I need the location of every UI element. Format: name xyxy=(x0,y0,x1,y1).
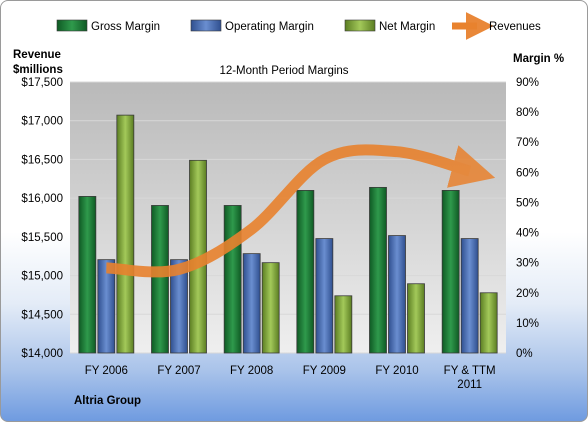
category-label-line: 2011 xyxy=(457,379,482,391)
right-tick-label: 90% xyxy=(516,77,539,89)
category-label-line: FY & TTM xyxy=(444,365,496,377)
gross-margin-bar xyxy=(296,189,315,354)
operating-margin-bar xyxy=(388,235,406,354)
left-tick-label: $14,500 xyxy=(21,309,63,321)
left-tick-label: $16,000 xyxy=(21,193,63,205)
gross-margin-bar xyxy=(151,205,169,354)
right-axis-title: Margin % xyxy=(513,53,564,65)
category-label: FY 2007 xyxy=(157,365,200,377)
legend-operating-margin-label: Operating Margin xyxy=(225,21,314,33)
gross-margin-bar xyxy=(223,205,242,354)
legend-gross-margin-label: Gross Margin xyxy=(91,21,160,33)
operating-margin-bar xyxy=(315,238,334,354)
left-axis-title-line1: Revenue xyxy=(13,49,61,61)
right-tick-label: 30% xyxy=(516,258,539,270)
right-tick-label: 10% xyxy=(516,318,539,330)
operating-margin-bar xyxy=(170,259,188,354)
gross-margin-bar xyxy=(441,189,460,354)
operating-margin-bar xyxy=(460,238,479,354)
right-tick-label: 80% xyxy=(516,107,539,119)
gross-margin-bar xyxy=(369,186,387,354)
legend-net-margin-swatch xyxy=(344,19,376,32)
left-tick-label: $17,000 xyxy=(21,116,63,128)
plot-area xyxy=(70,82,506,353)
left-tick-label: $14,000 xyxy=(21,348,63,360)
category-label: FY 2010 xyxy=(375,365,418,377)
operating-margin-bar xyxy=(97,259,116,354)
net-margin-bar xyxy=(479,292,498,354)
category-label: FY & TTM 2011 xyxy=(444,365,496,391)
chart-title: 12-Month Period Margins xyxy=(219,65,348,77)
category-label: FY 2006 xyxy=(85,365,128,377)
right-tick-label: 70% xyxy=(516,137,539,149)
legend-revenues-label: Revenues xyxy=(489,21,541,33)
company-label: Altria Group xyxy=(74,395,141,407)
legend-net-margin-label: Net Margin xyxy=(379,21,435,33)
left-axis-title-line2: $millions xyxy=(13,64,63,76)
left-tick-label: $17,500 xyxy=(21,77,63,89)
operating-margin-bar xyxy=(242,253,261,354)
gross-margin-bar xyxy=(78,196,97,354)
right-tick-label: 0% xyxy=(516,348,533,360)
right-tick-label: 20% xyxy=(516,288,539,300)
left-tick-label: $16,500 xyxy=(21,154,63,166)
net-margin-bar xyxy=(334,295,353,354)
left-tick-label: $15,000 xyxy=(21,271,63,283)
net-margin-bar xyxy=(407,283,425,354)
right-tick-label: 60% xyxy=(516,167,539,179)
right-tick-label: 50% xyxy=(516,197,539,209)
net-margin-bar xyxy=(261,262,280,354)
net-margin-bar xyxy=(116,114,135,354)
category-label: FY 2009 xyxy=(303,365,346,377)
revenues-line xyxy=(105,144,496,278)
legend-gross-margin-swatch xyxy=(56,19,88,32)
legend-operating-margin-swatch xyxy=(190,19,222,32)
right-tick-label: 40% xyxy=(516,228,539,240)
left-tick-label: $15,500 xyxy=(21,232,63,244)
category-label: FY 2008 xyxy=(230,365,273,377)
